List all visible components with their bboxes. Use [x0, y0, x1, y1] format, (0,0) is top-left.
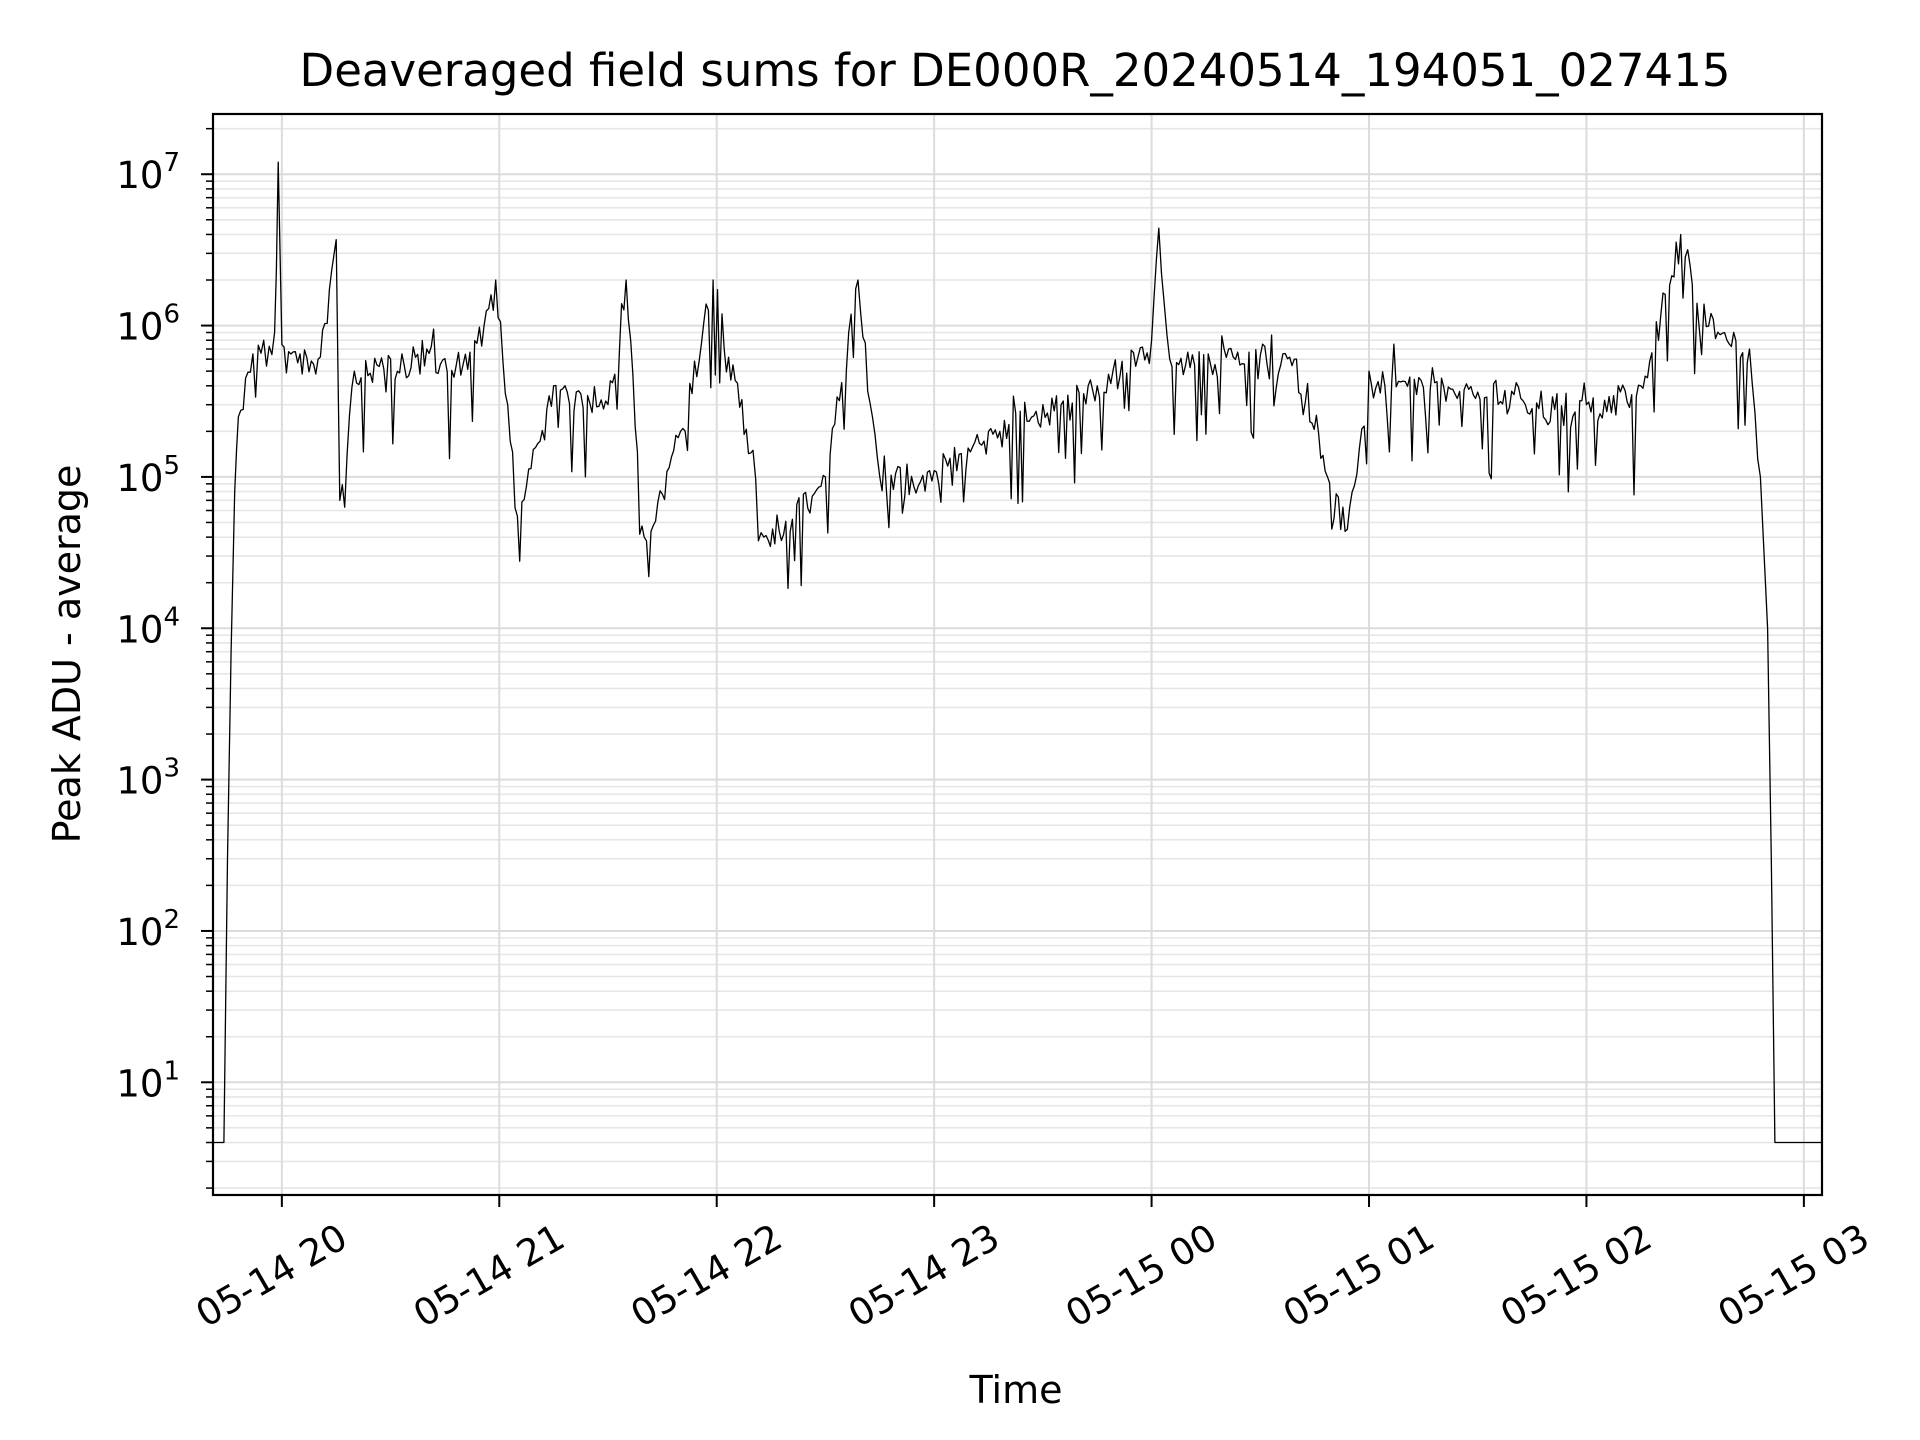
x-axis-label: Time	[969, 1368, 1063, 1412]
y-tick-label: 106	[116, 300, 180, 349]
y-tick-label: 105	[116, 451, 180, 500]
grid	[213, 114, 1822, 1195]
y-tick-label: 107	[116, 148, 180, 197]
y-tick-label: 101	[116, 1056, 180, 1105]
y-tick-label: 103	[116, 754, 180, 803]
y-axis-label: Peak ADU - average	[45, 465, 89, 844]
y-axis: 101 102 103 104 105 106 107	[116, 127, 213, 1189]
series-line	[213, 161, 1822, 1144]
plot-frame	[211, 112, 1824, 1197]
chart-title: Deaveraged field sums for DE000R_2024051…	[300, 44, 1731, 97]
y-tick-label: 104	[116, 602, 180, 651]
y-tick-label: 102	[116, 905, 180, 954]
series-layer	[213, 161, 1822, 1144]
